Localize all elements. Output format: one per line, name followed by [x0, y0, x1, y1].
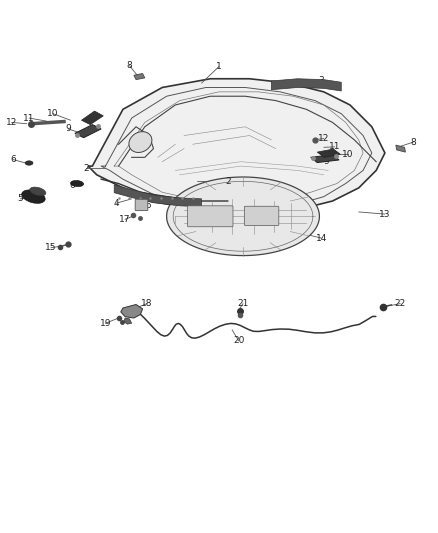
Text: 14: 14 — [316, 233, 327, 243]
Polygon shape — [311, 155, 339, 163]
Text: 3: 3 — [319, 76, 325, 85]
Polygon shape — [114, 185, 201, 207]
Text: 9: 9 — [323, 157, 329, 166]
Text: 6: 6 — [10, 155, 16, 164]
Polygon shape — [88, 79, 385, 214]
Text: 11: 11 — [329, 142, 340, 151]
Text: 1: 1 — [216, 62, 222, 71]
Polygon shape — [124, 318, 132, 324]
Text: 19: 19 — [100, 319, 111, 328]
FancyBboxPatch shape — [187, 206, 233, 227]
Text: 12: 12 — [6, 118, 17, 127]
Polygon shape — [317, 149, 340, 157]
Text: 6: 6 — [70, 181, 76, 190]
Text: 5: 5 — [18, 195, 23, 203]
Text: 21: 21 — [237, 299, 249, 308]
Text: 8: 8 — [410, 138, 416, 147]
Polygon shape — [166, 177, 319, 256]
Text: 8: 8 — [127, 61, 132, 70]
Text: 17: 17 — [120, 215, 131, 224]
Polygon shape — [75, 125, 101, 138]
Text: 11: 11 — [23, 114, 35, 123]
Text: 12: 12 — [318, 134, 329, 143]
Polygon shape — [396, 145, 406, 152]
Ellipse shape — [25, 161, 33, 165]
Polygon shape — [272, 79, 341, 91]
Ellipse shape — [71, 181, 84, 187]
Text: 4: 4 — [113, 199, 119, 208]
Text: 18: 18 — [141, 299, 153, 308]
FancyBboxPatch shape — [135, 199, 148, 211]
Text: 16: 16 — [141, 201, 153, 210]
Text: 20: 20 — [233, 336, 244, 345]
Text: 10: 10 — [342, 150, 353, 159]
Text: 22: 22 — [395, 299, 406, 308]
Polygon shape — [121, 304, 143, 318]
Text: 13: 13 — [379, 209, 391, 219]
Text: 2: 2 — [83, 164, 88, 173]
Text: 9: 9 — [66, 125, 71, 133]
Text: 15: 15 — [45, 243, 57, 252]
Text: 2: 2 — [225, 177, 230, 186]
Ellipse shape — [30, 187, 46, 196]
Ellipse shape — [22, 190, 45, 203]
Polygon shape — [134, 74, 145, 79]
FancyBboxPatch shape — [244, 206, 279, 225]
Text: 10: 10 — [47, 109, 59, 118]
Polygon shape — [81, 111, 103, 125]
Ellipse shape — [129, 132, 152, 152]
